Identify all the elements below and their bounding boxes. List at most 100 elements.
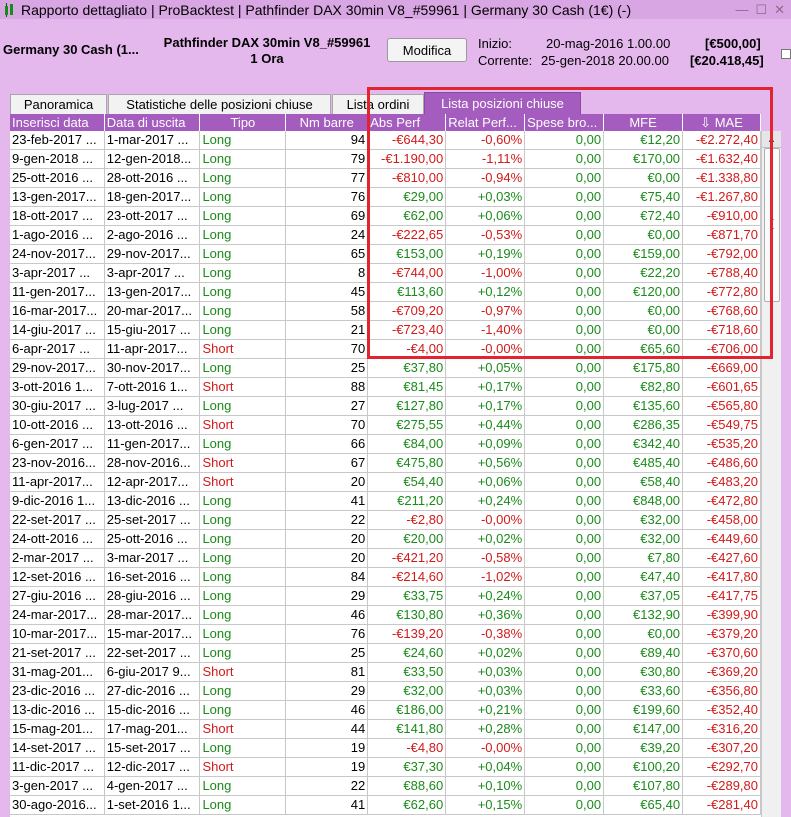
table-row[interactable]: 16-mar-2017... 20-mar-2017... Long 58 -€709,… [10,302,761,321]
table-row[interactable]: 23-dic-2016 ... 27-dic-2016 ... Long 29 €32,… [10,682,761,701]
cell-type: Long [200,701,287,720]
table-row[interactable]: 6-apr-2017 ... 11-apr-2017... Short 70 -€4,0… [10,340,761,359]
table-row[interactable]: 14-giu-2017 ... 15-giu-2017 ... Long 21 -€72… [10,321,761,340]
strategy-name: Pathfinder DAX 30min V8_#59961 [163,35,371,50]
cell-bars: 29 [286,682,369,701]
cell-mfe: €58,40 [604,473,684,492]
table-row[interactable]: 24-nov-2017... 29-nov-2017... Long 65 €153,0… [10,245,761,264]
cell-exit-date: 11-gen-2017... [104,435,201,454]
cell-mfe: €65,40 [604,796,684,815]
pin-icon[interactable] [781,49,791,59]
table-row[interactable]: 25-ott-2016 ... 28-ott-2016 ... Long 77 -€81… [10,169,761,188]
cell-fees: 0,00 [525,473,605,492]
cell-entry-date: 23-feb-2017 ... [10,131,105,150]
cell-bars: 67 [286,454,369,473]
cell-relat-perf: +0,15% [446,796,526,815]
tab-lista-posizioni-chiuse[interactable]: Lista posizioni chiuse [424,92,581,115]
table-row[interactable]: 18-ott-2017 ... 23-ott-2017 ... Long 69 €62,… [10,207,761,226]
cell-relat-perf: +0,03% [446,188,526,207]
cell-fees: 0,00 [525,454,605,473]
cell-mfe: €132,90 [604,606,684,625]
cell-bars: 22 [286,777,369,796]
table-row[interactable]: 9-gen-2018 ... 12-gen-2018... Long 79 -€1.19… [10,150,761,169]
table-row[interactable]: 14-set-2017 ... 15-set-2017 ... Long 19 -€4,… [10,739,761,758]
tab-panoramica[interactable]: Panoramica [10,94,107,114]
cell-exit-date: 25-set-2017 ... [104,511,201,530]
tab-lista-ordini[interactable]: Lista ordini [332,94,424,114]
cell-mfe: €342,40 [604,435,684,454]
cell-exit-date: 16-set-2016 ... [104,568,201,587]
table-row[interactable]: 23-feb-2017 ... 1-mar-2017 ... Long 94 -€644… [10,131,761,150]
close-icon[interactable]: ✕ [774,1,785,17]
table-row[interactable]: 27-giu-2016 ... 28-giu-2016 ... Long 29 €33,… [10,587,761,606]
table-row[interactable]: 30-giu-2017 ... 3-lug-2017 ... Long 27 €127,… [10,397,761,416]
minimize-icon[interactable]: — [735,2,749,17]
table-row[interactable]: 1-ago-2016 ... 2-ago-2016 ... Long 24 -€222,… [10,226,761,245]
cell-fees: 0,00 [525,549,605,568]
cell-entry-date: 18-ott-2017 ... [10,207,105,226]
col-header-mae[interactable]: ⇩ MAE [683,114,761,131]
col-header-entry-date[interactable]: Inserisci data [10,114,105,131]
table-row[interactable]: 2-mar-2017 ... 3-mar-2017 ... Long 20 -€421,… [10,549,761,568]
table-row[interactable]: 30-ago-2016... 1-set-2016 1... Long 41 €62,6… [10,796,761,815]
table-row[interactable]: 11-apr-2017... 12-apr-2017... Short 20 €54,4… [10,473,761,492]
cell-mae: -€417,75 [683,587,761,606]
vertical-scrollbar[interactable]: ▲ [761,131,781,817]
table-row[interactable]: 6-gen-2017 ... 11-gen-2017... Long 66 €84,00… [10,435,761,454]
cell-bars: 46 [286,606,369,625]
cell-mae: -€1.267,80 [683,188,761,207]
cell-fees: 0,00 [525,302,605,321]
cell-abs-perf: -€810,00 [368,169,447,188]
cell-mfe: €32,00 [604,511,684,530]
col-header-mfe[interactable]: MFE [604,114,684,131]
table-row[interactable]: 24-ott-2016 ... 25-ott-2016 ... Long 20 €20,… [10,530,761,549]
table-row[interactable]: 24-mar-2017... 28-mar-2017... Long 46 €130,8… [10,606,761,625]
table-row[interactable]: 23-nov-2016... 28-nov-2016... Short 67 €475,… [10,454,761,473]
table-row[interactable]: 10-mar-2017... 15-mar-2017... Long 76 -€139,… [10,625,761,644]
cell-bars: 19 [286,739,369,758]
maximize-icon[interactable]: ☐ [755,1,768,17]
cell-fees: 0,00 [525,207,605,226]
scroll-up-icon[interactable]: ▲ [762,131,781,148]
col-header-fees[interactable]: Spese bro... [525,114,605,131]
table-row[interactable]: 13-gen-2017... 18-gen-2017... Long 76 €29,00… [10,188,761,207]
table-row[interactable]: 13-dic-2016 ... 15-dic-2016 ... Long 46 €186… [10,701,761,720]
table-row[interactable]: 29-nov-2017... 30-nov-2017... Long 25 €37,80… [10,359,761,378]
col-header-abs-perf[interactable]: Abs Perf [368,114,447,131]
cell-type: Long [200,359,287,378]
table-body: 23-feb-2017 ... 1-mar-2017 ... Long 94 -€644… [10,131,761,815]
col-header-relat-perf[interactable]: Relat Perf... [446,114,526,131]
col-header-bars[interactable]: Nm barre [286,114,369,131]
scroll-thumb[interactable] [764,148,780,302]
table-row[interactable]: 11-dic-2017 ... 12-dic-2017 ... Short 19 €37… [10,758,761,777]
cell-relat-perf: -1,00% [446,264,526,283]
cell-relat-perf: +0,02% [446,530,526,549]
col-header-exit-date[interactable]: Data di uscita [105,114,201,131]
cell-mae: -€549,75 [683,416,761,435]
modify-button[interactable]: Modifica [387,38,467,62]
cell-mae: -€379,20 [683,625,761,644]
cell-mfe: €848,00 [604,492,684,511]
table-row[interactable]: 10-ott-2016 ... 13-ott-2016 ... Short 70 €27… [10,416,761,435]
table-row[interactable]: 3-ott-2016 1... 7-ott-2016 1... Short 88 €81… [10,378,761,397]
table-row[interactable]: 3-apr-2017 ... 3-apr-2017 ... Long 8 -€744,0… [10,264,761,283]
table-row[interactable]: 15-mag-201... 17-mag-201... Short 44 €141,80… [10,720,761,739]
table-row[interactable]: 11-gen-2017... 13-gen-2017... Long 45 €113,6… [10,283,761,302]
col-header-type[interactable]: Tipo [200,114,287,131]
table-row[interactable]: 31-mag-201... 6-giu-2017 9... Short 81 €33,5… [10,663,761,682]
cell-bars: 20 [286,530,369,549]
table-row[interactable]: 22-set-2017 ... 25-set-2017 ... Long 22 -€2,… [10,511,761,530]
table-row[interactable]: 21-set-2017 ... 22-set-2017 ... Long 25 €24,… [10,644,761,663]
cell-mfe: €170,00 [604,150,684,169]
cell-mfe: €89,40 [604,644,684,663]
tab-statistiche[interactable]: Statistiche delle posizioni chiuse [108,94,331,114]
table-row[interactable]: 12-set-2016 ... 16-set-2016 ... Long 84 -€21… [10,568,761,587]
cell-type: Long [200,587,287,606]
start-datetime: 20-mag-2016 1.00.00 [546,36,671,51]
cell-exit-date: 13-gen-2017... [104,283,201,302]
table-row[interactable]: 3-gen-2017 ... 4-gen-2017 ... Long 22 €88,60… [10,777,761,796]
cell-exit-date: 1-set-2016 1... [104,796,201,815]
cell-type: Long [200,245,287,264]
cell-entry-date: 29-nov-2017... [10,359,105,378]
table-row[interactable]: 9-dic-2016 1... 13-dic-2016 ... Long 41 €211… [10,492,761,511]
